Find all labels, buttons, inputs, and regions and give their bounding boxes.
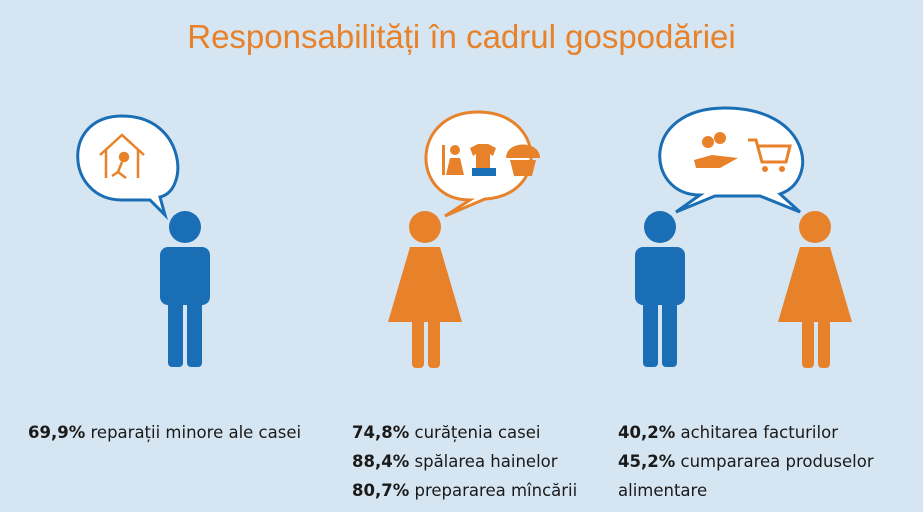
man-figure bbox=[635, 211, 685, 367]
stat-item: 80,7% prepararea mîncării bbox=[352, 476, 612, 505]
stat-item: 88,4% spălarea hainelor bbox=[352, 447, 612, 476]
stat-value: 69,9% bbox=[28, 423, 85, 442]
infographic: Responsabilități în cadrul gospodăriei bbox=[0, 0, 923, 512]
stat-item: 40,2% achitarea facturilor bbox=[618, 418, 888, 447]
woman-figure bbox=[388, 211, 462, 368]
stat-value: 88,4% bbox=[352, 452, 409, 471]
stat-label: reparații minore ale casei bbox=[91, 423, 302, 442]
woman-figure bbox=[778, 211, 852, 368]
stat-label: achitarea facturilor bbox=[681, 423, 838, 442]
stat-value: 45,2% bbox=[618, 452, 675, 471]
stat-value: 80,7% bbox=[352, 481, 409, 500]
stat-item: 74,8% curățenia casei bbox=[352, 418, 612, 447]
stat-label: spălarea hainelor bbox=[415, 452, 558, 471]
column: 69,9% reparații minore ale casei bbox=[28, 418, 338, 447]
stat-item: 45,2% cumpararea produselor alimentare bbox=[618, 447, 888, 505]
man-figure bbox=[160, 211, 210, 367]
stat-value: 74,8% bbox=[352, 423, 409, 442]
stat-label: prepararea mîncării bbox=[415, 481, 578, 500]
stat-value: 40,2% bbox=[618, 423, 675, 442]
stat-label: curățenia casei bbox=[415, 423, 541, 442]
speech-bubble bbox=[78, 116, 178, 215]
stat-item: 69,9% reparații minore ale casei bbox=[28, 418, 338, 447]
